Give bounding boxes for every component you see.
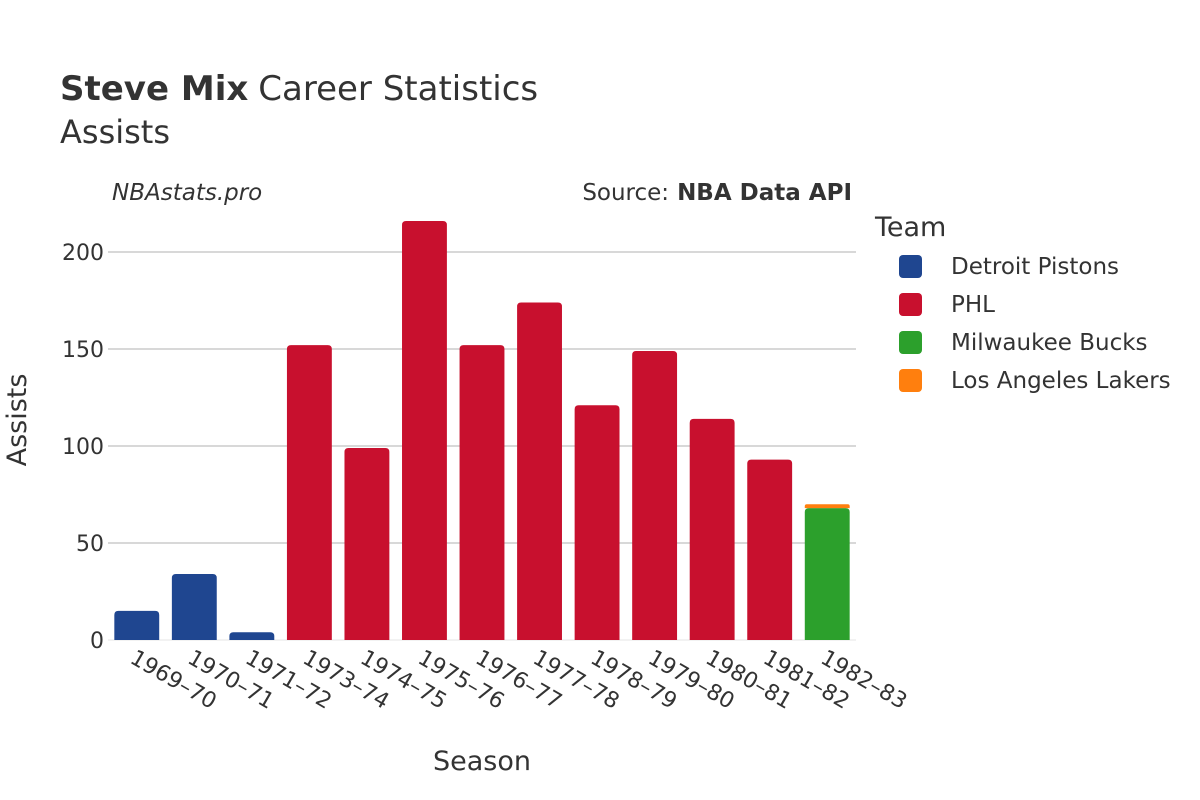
legend-swatch-los-angeles-lakers xyxy=(899,369,922,392)
bar-phl-1981–82 xyxy=(747,459,793,640)
bar-phl-1979–80 xyxy=(632,350,678,640)
chart-subtitle: Assists xyxy=(60,113,170,151)
bar-los-angeles-lakers-1982–83 xyxy=(804,504,850,509)
bar-detroit-pistons-1970–71 xyxy=(171,574,217,640)
y-tick-label: 100 xyxy=(62,435,104,460)
bar-milwaukee-bucks-1982–83 xyxy=(804,508,850,640)
bar-phl-1980–81 xyxy=(689,418,735,640)
title-suffix: Career Statistics xyxy=(258,69,538,109)
y-tick-label: 150 xyxy=(62,338,104,363)
bars xyxy=(114,220,850,640)
bar-phl-1973–74 xyxy=(286,345,332,640)
legend-swatch-detroit-pistons xyxy=(899,255,922,278)
source-value: NBA Data API xyxy=(677,180,852,206)
chart-title: Steve Mix Career Statistics xyxy=(60,69,538,109)
legend-title: Team xyxy=(874,212,946,243)
y-tick-label: 200 xyxy=(62,241,104,266)
source-label: Source: xyxy=(582,180,669,206)
legend-label-milwaukee-bucks: Milwaukee Bucks xyxy=(951,330,1148,356)
legend-label-detroit-pistons: Detroit Pistons xyxy=(951,254,1119,280)
legend-label-los-angeles-lakers: Los Angeles Lakers xyxy=(951,368,1171,394)
player-name: Steve Mix xyxy=(60,69,248,109)
bar-phl-1975–76 xyxy=(402,220,447,640)
bar-phl-1974–75 xyxy=(344,447,390,640)
legend: Detroit Pistons PHL Milwaukee Bucks Los Ang… xyxy=(899,254,1171,394)
bar-detroit-pistons-1969–70 xyxy=(114,610,160,640)
y-tick-label: 50 xyxy=(76,532,104,557)
y-axis-ticks: 0 50 100 150 200 xyxy=(62,241,104,654)
y-axis-title: Assists xyxy=(2,374,33,467)
legend-swatch-phl xyxy=(899,293,922,316)
bar-phl-1977–78 xyxy=(517,302,562,640)
legend-label-phl: PHL xyxy=(951,292,995,318)
bar-phl-1978–79 xyxy=(574,405,620,640)
source-text: Source: NBA Data API xyxy=(582,180,852,206)
x-axis-title: Season xyxy=(433,746,531,777)
x-axis-ticks: 1969–701970–711971–721973–741974–751975–… xyxy=(126,646,911,715)
bar-detroit-pistons-1971–72 xyxy=(229,632,275,640)
bar-phl-1976–77 xyxy=(459,345,505,640)
watermark: NBAstats.pro xyxy=(112,180,262,206)
legend-swatch-milwaukee-bucks xyxy=(899,331,922,354)
y-tick-label: 0 xyxy=(90,629,104,654)
